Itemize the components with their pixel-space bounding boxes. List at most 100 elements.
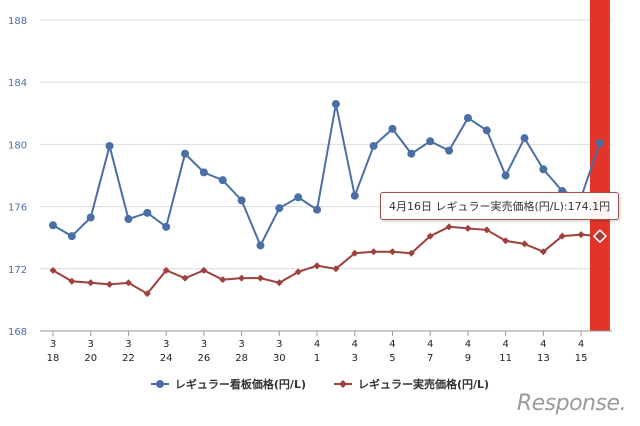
data-point bbox=[369, 141, 378, 150]
data-point bbox=[124, 215, 133, 224]
data-point bbox=[313, 262, 321, 270]
data-point bbox=[482, 126, 491, 135]
data-point bbox=[49, 221, 57, 230]
legend-item-actual-price[interactable]: レギュラー実売価格(円/L) bbox=[334, 376, 489, 392]
x-tick-day: 3 bbox=[352, 353, 358, 364]
data-point bbox=[218, 176, 227, 185]
x-tick-month: 3 bbox=[238, 339, 244, 350]
x-tick-month: 4 bbox=[314, 339, 320, 350]
highlight-band bbox=[589, 0, 610, 331]
data-point bbox=[106, 280, 114, 288]
data-point bbox=[275, 204, 284, 213]
x-tick-day: 9 bbox=[465, 353, 471, 364]
x-tick-month: 4 bbox=[352, 339, 358, 350]
data-point bbox=[464, 224, 472, 232]
y-tick-label: 184 bbox=[8, 78, 27, 89]
series-line bbox=[52, 225, 601, 295]
data-point bbox=[294, 268, 302, 276]
legend-label: レギュラー看板価格(円/L) bbox=[174, 378, 306, 391]
data-point bbox=[181, 149, 190, 158]
x-tick-month: 3 bbox=[88, 339, 94, 350]
x-tick-month: 4 bbox=[427, 339, 433, 350]
circle-marker-icon bbox=[150, 380, 169, 388]
data-point bbox=[426, 232, 434, 240]
data-point bbox=[539, 165, 548, 174]
data-point bbox=[445, 223, 453, 231]
legend-label: レギュラー実売価格(円/L) bbox=[358, 378, 490, 391]
series-line bbox=[52, 103, 601, 248]
data-point bbox=[256, 274, 264, 282]
data-point bbox=[407, 249, 415, 257]
data-point bbox=[105, 141, 114, 150]
x-tick-month: 3 bbox=[201, 339, 207, 350]
data-point bbox=[143, 208, 152, 217]
x-tick-month: 4 bbox=[578, 339, 584, 350]
x-tick-month: 3 bbox=[163, 339, 169, 350]
data-point bbox=[350, 191, 359, 200]
x-tick-month: 4 bbox=[540, 339, 546, 350]
x-tick-day: 15 bbox=[575, 353, 588, 364]
x-tick-day: 13 bbox=[537, 353, 550, 364]
data-point bbox=[558, 232, 566, 240]
data-point bbox=[200, 266, 208, 274]
data-point bbox=[577, 231, 585, 239]
y-tick-label: 188 bbox=[8, 16, 27, 27]
data-point bbox=[162, 222, 171, 231]
data-point bbox=[256, 241, 265, 250]
x-tick-month: 3 bbox=[50, 339, 56, 350]
tooltip: 4月16日 レギュラー実売価格(円/L):174.1円 bbox=[380, 192, 620, 220]
diamond-marker-icon bbox=[334, 380, 352, 388]
data-point bbox=[370, 248, 378, 256]
data-point bbox=[520, 134, 529, 143]
data-point bbox=[521, 240, 528, 248]
data-point bbox=[143, 290, 151, 298]
data-point bbox=[502, 237, 510, 245]
data-point bbox=[501, 171, 510, 180]
data-point bbox=[592, 229, 608, 244]
data-point bbox=[388, 248, 396, 256]
data-point bbox=[181, 274, 189, 282]
y-tick-label: 180 bbox=[8, 140, 27, 151]
x-tick-day: 5 bbox=[389, 353, 395, 364]
data-point bbox=[313, 205, 322, 214]
data-point bbox=[162, 266, 170, 274]
data-point bbox=[87, 279, 95, 287]
legend: レギュラー看板価格(円/L) レギュラー実売価格(円/L) bbox=[0, 376, 640, 392]
x-tick-day: 22 bbox=[122, 353, 135, 364]
data-point bbox=[238, 274, 246, 282]
x-tick-month: 3 bbox=[125, 339, 131, 350]
x-tick-month: 3 bbox=[276, 339, 282, 350]
x-tick-day: 20 bbox=[84, 353, 97, 364]
data-point bbox=[445, 146, 454, 155]
x-tick-day: 1 bbox=[314, 353, 320, 364]
y-tick-label: 172 bbox=[8, 265, 27, 276]
data-point bbox=[67, 232, 76, 241]
x-tick-day: 30 bbox=[273, 353, 286, 364]
x-tick-month: 4 bbox=[465, 339, 471, 350]
data-point bbox=[124, 279, 132, 287]
data-point bbox=[331, 99, 340, 108]
data-point bbox=[219, 276, 227, 284]
legend-item-signboard-price[interactable]: レギュラー看板価格(円/L) bbox=[150, 376, 306, 392]
x-tick-day: 7 bbox=[427, 353, 433, 364]
data-point bbox=[49, 266, 57, 274]
y-tick-label: 168 bbox=[8, 327, 27, 338]
x-tick-day: 24 bbox=[160, 353, 173, 364]
data-point bbox=[86, 213, 95, 222]
x-tick-day: 11 bbox=[499, 353, 512, 364]
data-point bbox=[332, 265, 340, 273]
data-point bbox=[483, 226, 491, 234]
data-point bbox=[388, 124, 397, 133]
data-point bbox=[237, 196, 246, 205]
response-logo: Response. bbox=[516, 391, 627, 416]
x-tick-day: 18 bbox=[47, 353, 60, 364]
data-point bbox=[426, 137, 435, 146]
data-point bbox=[275, 279, 283, 287]
data-point bbox=[294, 193, 303, 202]
data-point bbox=[595, 138, 604, 147]
x-tick-month: 4 bbox=[502, 339, 508, 350]
data-point bbox=[407, 149, 416, 158]
x-tick-month: 4 bbox=[389, 339, 395, 350]
data-point bbox=[463, 113, 472, 122]
